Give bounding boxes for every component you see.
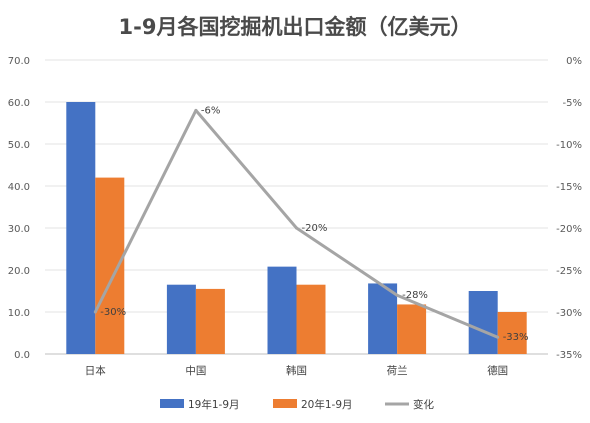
chart-title: 1-9月各国挖掘机出口金额（亿美元） — [119, 15, 472, 39]
y-right-tick-label: -30% — [556, 308, 582, 319]
legend-label: 20年1-9月 — [301, 398, 353, 411]
bar-2020 — [195, 288, 225, 354]
change-data-label: -30% — [100, 307, 126, 318]
y-right-tick-label: -10% — [556, 140, 582, 151]
y-left-tick-label: 60.0 — [8, 98, 30, 109]
bar-2020 — [397, 304, 427, 354]
bar-2020 — [497, 312, 527, 354]
change-point — [496, 335, 500, 339]
change-data-label: -28% — [402, 290, 428, 301]
y-right-tick-label: -20% — [556, 224, 582, 235]
y-left-tick-label: 20.0 — [8, 266, 30, 277]
y-left-tick-label: 40.0 — [8, 182, 30, 193]
change-point — [194, 108, 198, 112]
change-point — [295, 226, 298, 230]
bar-2019 — [66, 102, 96, 354]
y-left-tick-label: 70.0 — [8, 56, 30, 67]
data-labels: -30% -6% -20% -28% -33% — [100, 105, 528, 343]
x-axis-categories: 日本 中国 韩国 荷兰 德国 — [85, 364, 508, 377]
change-data-label: -33% — [503, 332, 529, 343]
legend-swatch — [160, 399, 184, 408]
y-left-tick-label: 50.0 — [8, 140, 30, 151]
y-left-tick-label: 10.0 — [8, 308, 30, 319]
y-right-tick-label: -25% — [556, 266, 582, 277]
bar-2020 — [296, 284, 326, 354]
x-category-label: 韩国 — [286, 364, 307, 377]
y-left-tick-label: 30.0 — [8, 224, 30, 235]
change-data-label: -6% — [201, 105, 220, 116]
y-axis-left: 70.0 60.0 50.0 40.0 30.0 20.0 10.0 0.0 — [8, 56, 30, 361]
y-right-tick-label: 0% — [566, 56, 582, 67]
x-category-label: 中国 — [185, 364, 206, 377]
legend-label: 19年1-9月 — [188, 398, 240, 411]
bar-2019 — [166, 284, 196, 354]
bar-2019 — [267, 266, 297, 354]
y-right-tick-label: -5% — [563, 98, 582, 109]
x-category-label: 日本 — [85, 364, 106, 377]
y-right-tick-label: -35% — [556, 350, 582, 361]
change-line — [93, 108, 500, 339]
x-category-label: 德国 — [487, 364, 508, 377]
change-point — [93, 310, 97, 314]
bar-2019 — [368, 283, 398, 354]
bar-2019 — [468, 291, 498, 354]
x-category-label: 荷兰 — [387, 364, 408, 377]
bars — [66, 102, 527, 354]
y-left-tick-label: 0.0 — [14, 350, 30, 361]
legend-label: 变化 — [413, 398, 434, 411]
legend-swatch — [273, 399, 297, 408]
change-data-label: -20% — [302, 223, 328, 234]
y-right-tick-label: -15% — [556, 182, 582, 193]
change-point — [395, 293, 399, 297]
y-axis-right: 0% -5% -10% -15% -20% -25% -30% -35% — [556, 56, 582, 361]
legend: 19年1-9月 20年1-9月 变化 — [160, 398, 434, 411]
